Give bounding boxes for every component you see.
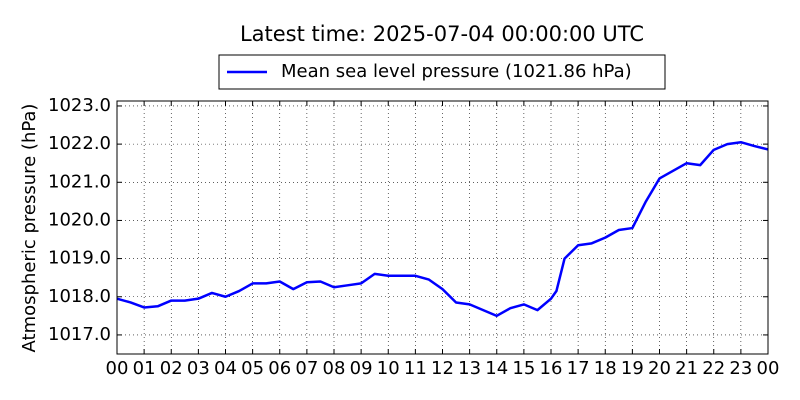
x-tick-label: 06 <box>268 358 291 379</box>
y-tick-label: 1021.0 <box>48 171 111 192</box>
y-tick-label: 1022.0 <box>48 133 111 154</box>
x-tick-label: 19 <box>621 358 644 379</box>
x-tick-label: 15 <box>512 358 535 379</box>
y-axis-label: Atmospheric pressure (hPa) <box>19 104 40 353</box>
x-tick-label: 20 <box>648 358 671 379</box>
x-tick-label: 18 <box>594 358 617 379</box>
x-tick-label: 09 <box>350 358 373 379</box>
legend-label: Mean sea level pressure (1021.86 hPa) <box>281 61 632 82</box>
y-tick-label: 1020.0 <box>48 209 111 230</box>
x-tick-label: 23 <box>729 358 752 379</box>
x-tick-label: 01 <box>133 358 156 379</box>
plot-frame <box>116 100 769 355</box>
x-tick-label: 11 <box>404 358 427 379</box>
x-tick-label: 00 <box>106 358 129 379</box>
y-tick-label: 1019.0 <box>48 248 111 269</box>
x-tick-label: 16 <box>540 358 563 379</box>
x-tick-label: 10 <box>377 358 400 379</box>
y-tick-label: 1023.0 <box>48 95 111 116</box>
data-line <box>116 140 769 318</box>
x-tick-label: 04 <box>214 358 237 379</box>
x-tick-label: 21 <box>675 358 698 379</box>
x-tick-label: 00 <box>757 358 780 379</box>
x-tick-label: 12 <box>431 358 454 379</box>
x-tick-label: 22 <box>702 358 725 379</box>
x-tick-label: 07 <box>295 358 318 379</box>
legend-box <box>218 54 666 90</box>
chart-title: Latest time: 2025-07-04 00:00:00 UTC <box>240 22 644 46</box>
x-tick-label: 17 <box>567 358 590 379</box>
x-tick-label: 13 <box>458 358 481 379</box>
x-tick-label: 08 <box>323 358 346 379</box>
x-tick-label: 05 <box>241 358 264 379</box>
y-tick-label: 1018.0 <box>48 286 111 307</box>
x-tick-label: 03 <box>187 358 210 379</box>
y-tick-label: 1017.0 <box>48 324 111 345</box>
x-tick-label: 02 <box>160 358 183 379</box>
x-tick-label: 14 <box>485 358 508 379</box>
